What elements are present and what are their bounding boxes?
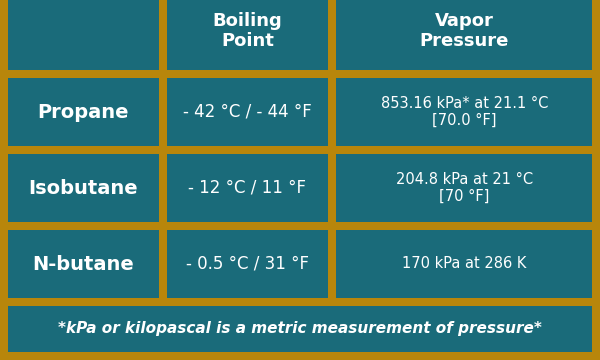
Bar [167, 78, 328, 146]
Text: - 12 °C / 11 °F: - 12 °C / 11 °F [188, 179, 307, 197]
Bar [8, 154, 158, 222]
Bar [337, 230, 592, 298]
Text: Propane: Propane [38, 103, 129, 122]
Bar [8, 230, 158, 298]
Text: 853.16 kPa* at 21.1 °C
[70.0 °F]: 853.16 kPa* at 21.1 °C [70.0 °F] [380, 96, 548, 128]
Bar [337, 154, 592, 222]
Bar [8, 306, 592, 352]
Text: Boiling
Point: Boiling Point [212, 12, 283, 50]
Bar [8, 0, 158, 70]
Text: - 42 °C / - 44 °F: - 42 °C / - 44 °F [183, 103, 312, 121]
Text: - 0.5 °C / 31 °F: - 0.5 °C / 31 °F [186, 255, 309, 273]
Bar [337, 78, 592, 146]
Bar [167, 0, 328, 70]
Text: Isobutane: Isobutane [28, 179, 138, 198]
Text: Vapor
Pressure: Vapor Pressure [419, 12, 509, 50]
Bar [8, 78, 158, 146]
Text: 170 kPa at 286 K: 170 kPa at 286 K [402, 256, 526, 271]
Text: N-butane: N-butane [32, 255, 134, 274]
Bar [167, 230, 328, 298]
Bar [167, 154, 328, 222]
Text: 204.8 kPa at 21 °C
[70 °F]: 204.8 kPa at 21 °C [70 °F] [395, 172, 533, 204]
Bar [337, 0, 592, 70]
Text: *kPa or kilopascal is a metric measurement of pressure*: *kPa or kilopascal is a metric measureme… [58, 321, 542, 337]
